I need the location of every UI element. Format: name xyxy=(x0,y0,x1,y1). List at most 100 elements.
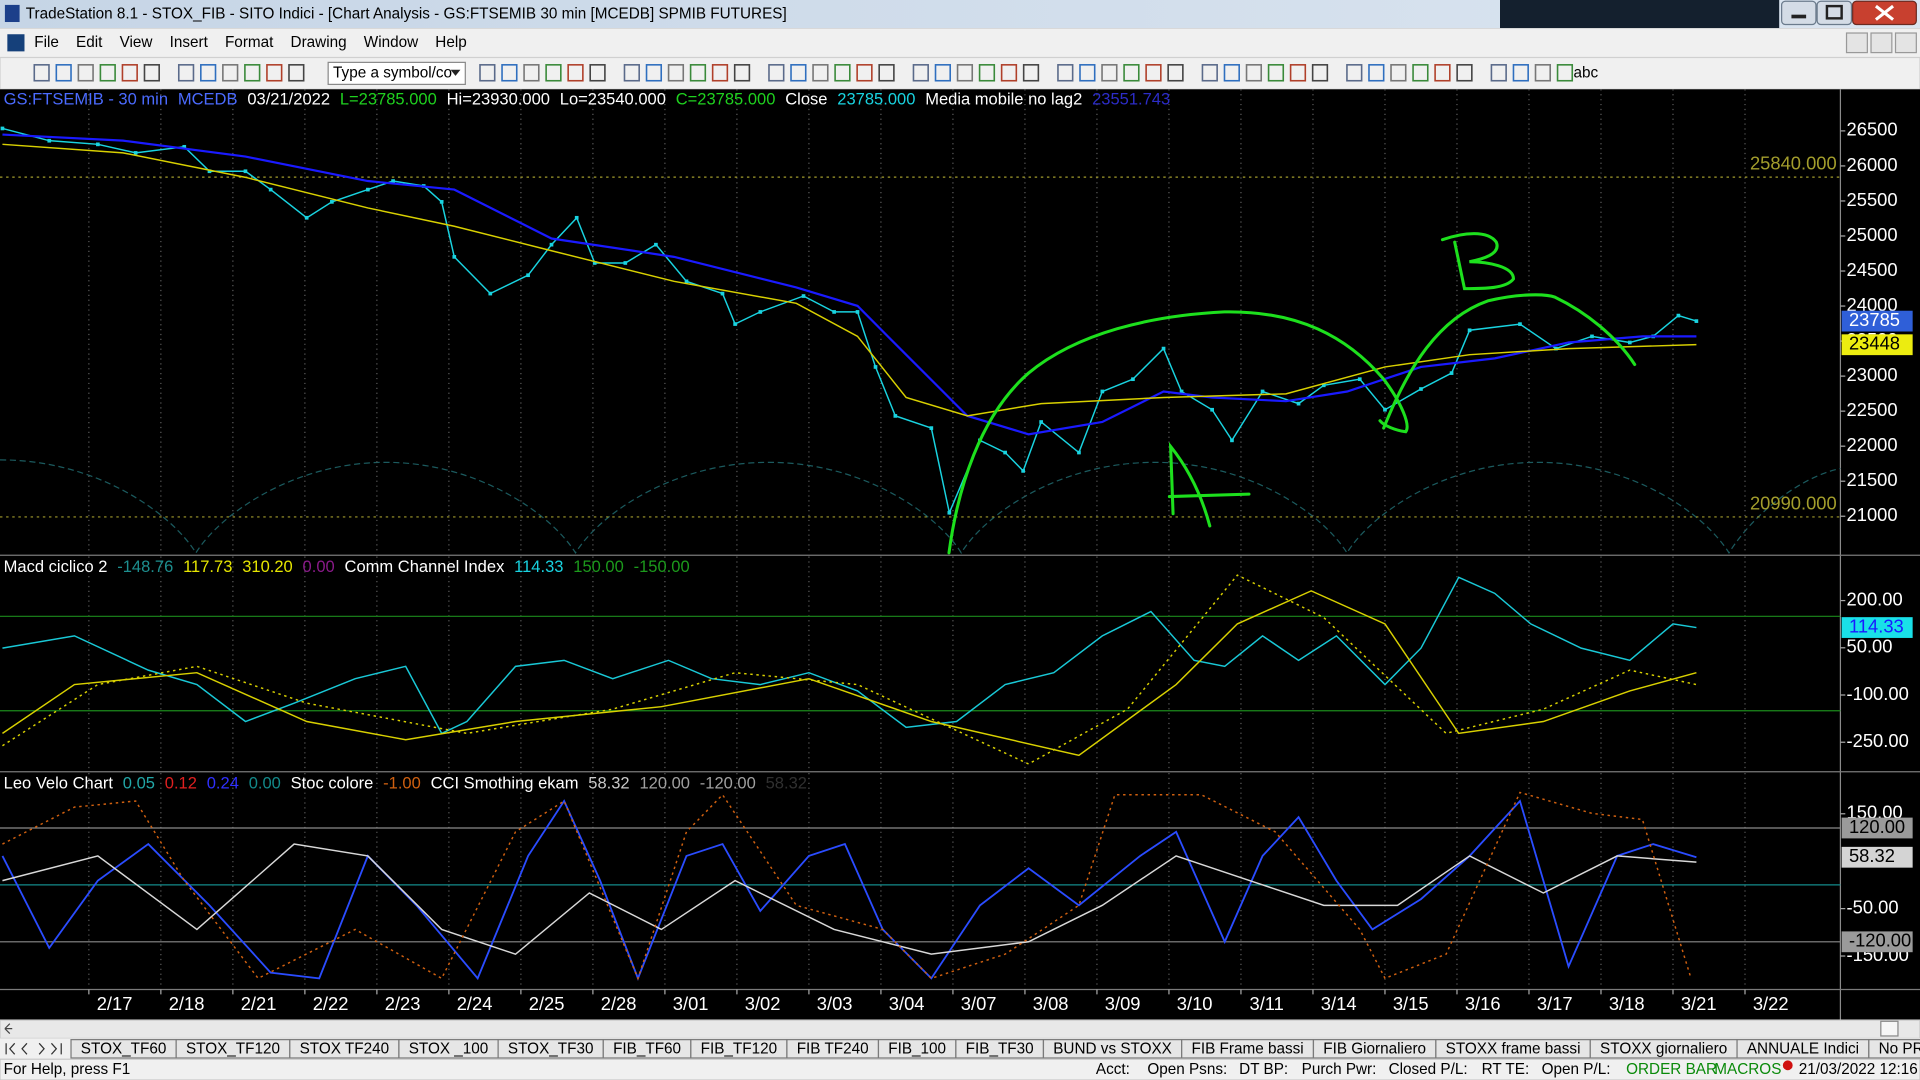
toolbar-icon[interactable] xyxy=(667,64,685,82)
menu-item[interactable]: Help xyxy=(435,34,466,51)
sheet-tab-label[interactable]: FIB_TF30 xyxy=(966,1040,1034,1057)
toolbar-icon[interactable] xyxy=(878,64,895,82)
toolbar-icon[interactable] xyxy=(768,64,785,82)
toolbar-icon[interactable] xyxy=(121,64,138,82)
toolbar-icon[interactable] xyxy=(645,64,663,82)
toolbar-icon[interactable] xyxy=(200,64,217,82)
toolbar-icon[interactable] xyxy=(689,64,707,82)
menu-item[interactable]: View xyxy=(120,34,154,51)
minimize-button[interactable] xyxy=(1781,0,1817,26)
toolbar-icon[interactable] xyxy=(1223,64,1240,82)
sheet-tab-label[interactable]: STOX TF240 xyxy=(300,1040,390,1057)
toolbar-icon[interactable] xyxy=(1534,64,1551,82)
menu-item[interactable]: File xyxy=(34,34,59,51)
toolbar-icon[interactable] xyxy=(1556,64,1574,82)
toolbar-icon[interactable] xyxy=(790,64,807,82)
sheet-tab-label[interactable]: STOX_TF60 xyxy=(81,1040,167,1057)
toolbar-icon[interactable] xyxy=(934,64,951,82)
restore-button[interactable] xyxy=(1816,0,1853,26)
toolbar-icon[interactable] xyxy=(1390,64,1407,82)
sheet-tab-label[interactable]: FIB_100 xyxy=(888,1040,946,1057)
toolbar-icon[interactable] xyxy=(1311,64,1329,82)
mdi-restore[interactable] xyxy=(1870,32,1893,54)
toolbar-icon[interactable] xyxy=(1289,64,1307,82)
scroll-thumb[interactable] xyxy=(1880,1020,1899,1037)
symbol-box[interactable] xyxy=(327,61,466,86)
order-bar[interactable]: ORDER BAR xyxy=(1626,1061,1717,1078)
toolbar-icon[interactable] xyxy=(711,64,729,82)
toolbar-icon[interactable] xyxy=(1145,64,1162,82)
toolbar-icon[interactable] xyxy=(856,64,873,82)
toolbar-icon[interactable] xyxy=(177,64,195,82)
toolbar-icon[interactable] xyxy=(244,64,261,82)
sheet-tab-label[interactable]: STOX _100 xyxy=(409,1040,489,1057)
toolbar-icon[interactable] xyxy=(1000,64,1018,82)
text-tool[interactable]: abc xyxy=(1573,64,1598,81)
toolbar-icon[interactable] xyxy=(1101,64,1118,82)
toolbar-icon[interactable] xyxy=(912,64,929,82)
sheet-tab-label[interactable]: No PREZZI xyxy=(1879,1040,1920,1057)
toolbar-icon[interactable] xyxy=(523,64,540,82)
toolbar-icon[interactable] xyxy=(1201,64,1218,82)
toolbar-icon[interactable] xyxy=(1412,64,1429,82)
toolbar-icon[interactable] xyxy=(956,64,974,82)
toolbar-icon[interactable] xyxy=(1512,64,1529,82)
toolbar-icon[interactable] xyxy=(1368,64,1385,82)
toolbar-icon[interactable] xyxy=(143,64,160,82)
pane-header: Stoc colore xyxy=(291,773,374,792)
x-tick-label: 2/24 xyxy=(457,993,493,1014)
toolbar-icon[interactable] xyxy=(623,64,640,82)
macros[interactable]: MACROS xyxy=(1714,1061,1781,1078)
sheet-tab-label[interactable]: ANNUALE Indici xyxy=(1747,1040,1859,1057)
sheet-tab-label[interactable]: FIB Giornaliero xyxy=(1323,1040,1426,1057)
toolbar-icon[interactable] xyxy=(812,64,829,82)
toolbar-icon[interactable] xyxy=(1022,64,1040,82)
toolbar-icon[interactable] xyxy=(99,64,116,82)
toolbar-icon[interactable] xyxy=(1434,64,1451,82)
sheet-tab[interactable] xyxy=(1868,1039,1920,1059)
sheet-tab-label[interactable]: FIB TF240 xyxy=(797,1040,869,1057)
x-tick-label: 3/08 xyxy=(1033,993,1069,1014)
toolbar-icon[interactable] xyxy=(834,64,851,82)
toolbar-icon[interactable] xyxy=(1057,64,1074,82)
menu-item[interactable]: Drawing xyxy=(291,34,347,51)
menu-item[interactable]: Edit xyxy=(76,34,103,51)
sheet-tab-label[interactable]: STOXX giornaliero xyxy=(1600,1040,1727,1057)
toolbar-icon[interactable] xyxy=(567,64,584,82)
toolbar-icon[interactable] xyxy=(1346,64,1363,82)
scroll-left[interactable] xyxy=(4,1023,13,1034)
toolbar-icon[interactable] xyxy=(1167,64,1184,82)
menu-item[interactable]: Window xyxy=(364,34,419,51)
sheet-tab-label[interactable]: FIB_TF120 xyxy=(701,1040,777,1057)
toolbar-icon[interactable] xyxy=(1490,64,1507,82)
toolbar-icon[interactable] xyxy=(1245,64,1263,82)
toolbar-icon[interactable] xyxy=(479,64,496,82)
toolbar-icon[interactable] xyxy=(55,64,72,82)
toolbar-icon[interactable] xyxy=(978,64,996,82)
toolbar-icon[interactable] xyxy=(1079,64,1096,82)
toolbar-icon[interactable] xyxy=(77,64,94,82)
toolbar-icon[interactable] xyxy=(33,64,50,82)
toolbar-icon[interactable] xyxy=(733,64,751,82)
toolbar-icon[interactable] xyxy=(266,64,283,82)
sheet-tab-label[interactable]: FIB_TF60 xyxy=(613,1040,681,1057)
sheet-tab-label[interactable]: STOXX frame bassi xyxy=(1446,1040,1581,1057)
toolbar-icon[interactable] xyxy=(1267,64,1285,82)
mdi-minimize[interactable] xyxy=(1845,32,1868,54)
scroll-bar[interactable] xyxy=(0,1019,1920,1040)
toolbar-icon[interactable] xyxy=(1123,64,1140,82)
mdi-close[interactable] xyxy=(1894,32,1917,54)
sheet-tab-label[interactable]: STOX_TF120 xyxy=(186,1040,280,1057)
sheet-tab-label[interactable]: FIB Frame bassi xyxy=(1191,1040,1303,1057)
menu-item[interactable]: Format xyxy=(225,34,274,51)
toolbar-icon[interactable] xyxy=(501,64,518,82)
toolbar-icon[interactable] xyxy=(545,64,562,82)
toolbar-icon[interactable] xyxy=(589,64,606,82)
menu-item[interactable]: Insert xyxy=(170,34,209,51)
tab-nav[interactable] xyxy=(5,1042,62,1055)
toolbar-icon[interactable] xyxy=(222,64,239,82)
sheet-tab-label[interactable]: STOX_TF30 xyxy=(508,1040,594,1057)
sheet-tab-label[interactable]: BUND vs STOXX xyxy=(1053,1040,1172,1057)
toolbar-icon[interactable] xyxy=(288,64,305,82)
toolbar-icon[interactable] xyxy=(1456,64,1473,82)
